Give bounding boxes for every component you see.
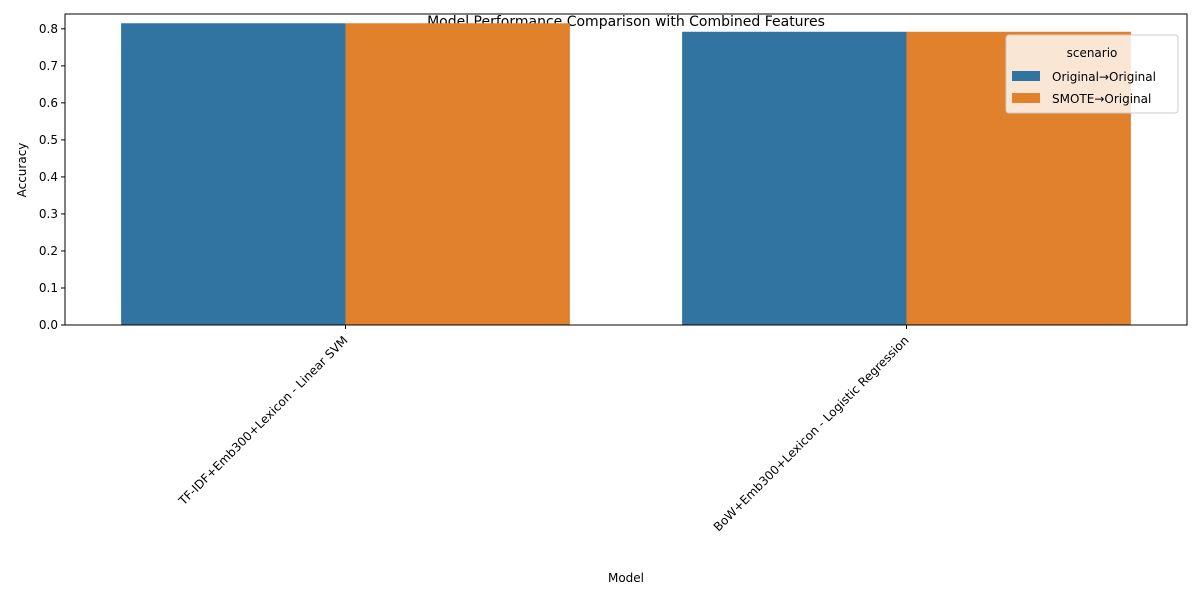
legend-swatch bbox=[1012, 93, 1040, 103]
y-tick-label: 0.1 bbox=[39, 281, 58, 295]
y-tick-label: 0.6 bbox=[39, 96, 58, 110]
x-tick-label: TF-IDF+Emb300+Lexicon - Linear SVM bbox=[175, 333, 350, 508]
y-tick-label: 0.3 bbox=[39, 207, 58, 221]
legend-label: Original→Original bbox=[1052, 70, 1156, 84]
y-tick-label: 0.0 bbox=[39, 318, 58, 332]
legend-title: scenario bbox=[1067, 46, 1118, 60]
bars-group bbox=[121, 23, 1131, 326]
y-axis-title: Accuracy bbox=[15, 143, 29, 198]
legend-entries: Original→Original SMOTE→Original bbox=[1012, 70, 1156, 106]
y-tick-label: 0.8 bbox=[39, 22, 58, 36]
y-tick-label: 0.5 bbox=[39, 133, 58, 147]
y-axis: 0.0 0.1 0.2 0.3 0.4 0.5 0.6 0.7 0.8 bbox=[39, 22, 65, 332]
plot-frame bbox=[64, 13, 1188, 326]
y-tick-label: 0.7 bbox=[39, 59, 58, 73]
x-tick-label: BoW+Emb300+Lexicon - Logistic Regression bbox=[711, 333, 912, 534]
bar bbox=[121, 23, 346, 326]
legend: scenario Original→Original SMOTE→Original bbox=[1005, 34, 1179, 114]
x-axis: TF-IDF+Emb300+Lexicon - Linear SVM BoW+Em… bbox=[175, 325, 912, 534]
y-tick-label: 0.4 bbox=[39, 170, 58, 184]
y-tick-label: 0.2 bbox=[39, 244, 58, 258]
legend-label: SMOTE→Original bbox=[1052, 92, 1151, 106]
legend-swatch bbox=[1012, 71, 1040, 81]
bar bbox=[345, 23, 570, 326]
x-axis-title: Model bbox=[608, 571, 644, 585]
bar bbox=[682, 31, 907, 326]
legend-frame bbox=[1005, 34, 1179, 114]
